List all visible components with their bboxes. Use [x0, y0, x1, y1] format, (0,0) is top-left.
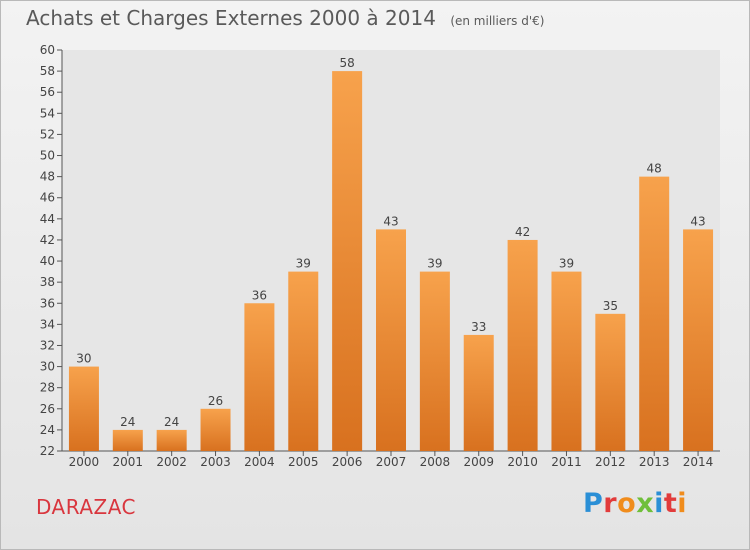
bar	[639, 176, 670, 451]
y-tick-label: 44	[40, 212, 55, 226]
bar-value-label: 24	[164, 415, 179, 429]
proxiti-logo: Proxiti	[583, 488, 688, 519]
chart-subtitle: (en milliers d'€)	[450, 14, 545, 28]
x-tick-label: 2012	[595, 455, 626, 469]
bar	[68, 366, 99, 451]
bar	[595, 313, 626, 451]
bar-value-label: 33	[471, 320, 486, 334]
bar	[112, 429, 143, 451]
y-tick-label: 54	[40, 106, 55, 120]
bar	[244, 303, 275, 451]
bar	[200, 408, 231, 451]
bar	[419, 271, 450, 451]
y-tick-label: 24	[40, 423, 55, 437]
bar-value-label: 43	[383, 214, 398, 228]
bar	[551, 271, 582, 451]
y-tick-label: 26	[40, 402, 55, 416]
x-tick-label: 2007	[376, 455, 407, 469]
bar-value-label: 26	[208, 394, 223, 408]
bar	[156, 429, 187, 451]
x-tick-label: 2008	[420, 455, 451, 469]
x-tick-label: 2011	[551, 455, 582, 469]
bar-value-label: 24	[120, 415, 135, 429]
bar-value-label: 35	[603, 299, 618, 313]
y-tick-label: 38	[40, 275, 55, 289]
bar	[683, 229, 714, 451]
bar-value-label: 36	[252, 288, 267, 302]
bar-value-label: 43	[690, 214, 705, 228]
y-tick-label: 28	[40, 381, 55, 395]
x-tick-label: 2002	[156, 455, 187, 469]
y-tick-label: 36	[40, 296, 55, 310]
chart-title-text: Achats et Charges Externes 2000 à 2014	[26, 6, 436, 30]
x-tick-label: 2006	[332, 455, 363, 469]
bar-value-label: 58	[339, 56, 354, 70]
bar	[376, 229, 406, 451]
bar	[507, 239, 538, 451]
bar-value-label: 30	[76, 352, 91, 366]
x-tick-label: 2009	[463, 455, 494, 469]
x-tick-label: 2013	[639, 455, 670, 469]
bar-value-label: 39	[559, 257, 574, 271]
x-tick-label: 2001	[113, 455, 144, 469]
y-tick-label: 56	[40, 85, 55, 99]
x-tick-label: 2014	[683, 455, 714, 469]
y-tick-label: 48	[40, 170, 55, 184]
y-tick-label: 52	[40, 127, 55, 141]
bar-value-label: 48	[647, 162, 662, 176]
y-tick-label: 58	[40, 64, 55, 78]
bar-value-label: 42	[515, 225, 530, 239]
bar	[288, 271, 319, 451]
x-tick-label: 2004	[244, 455, 275, 469]
y-tick-label: 32	[40, 338, 55, 352]
x-tick-label: 2003	[200, 455, 231, 469]
bar	[463, 334, 494, 451]
bar-value-label: 39	[296, 257, 311, 271]
y-tick-label: 42	[40, 233, 55, 247]
y-tick-label: 46	[40, 191, 55, 205]
x-tick-label: 2000	[69, 455, 100, 469]
y-tick-label: 40	[40, 254, 55, 268]
bar	[332, 71, 363, 452]
chart-title: Achats et Charges Externes 2000 à 2014 (…	[26, 6, 544, 30]
y-tick-label: 22	[40, 444, 55, 458]
x-tick-label: 2010	[507, 455, 538, 469]
commune-name: DARAZAC	[36, 495, 136, 519]
y-tick-label: 60	[40, 43, 55, 57]
y-tick-label: 34	[40, 317, 55, 331]
y-tick-label: 30	[40, 360, 55, 374]
bar-value-label: 39	[427, 257, 442, 271]
x-tick-label: 2005	[288, 455, 319, 469]
y-tick-label: 50	[40, 149, 55, 163]
